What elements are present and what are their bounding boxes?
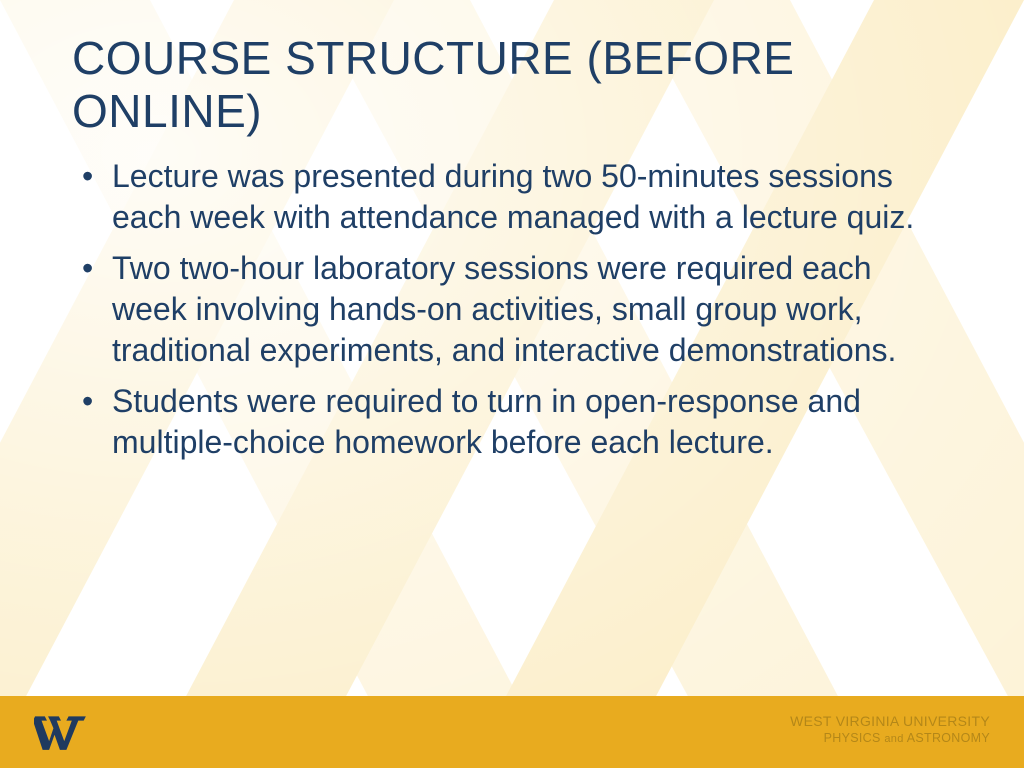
flying-wv-logo-icon bbox=[34, 713, 88, 751]
bullet-item: Students were required to turn in open-r… bbox=[72, 381, 952, 463]
bullet-item: Two two-hour laboratory sessions were re… bbox=[72, 248, 952, 371]
footer-bar: WEST VIRGINIA UNIVERSITY PHYSICS and AST… bbox=[0, 696, 1024, 768]
slide-title: COURSE STRUCTURE (BEFORE ONLINE) bbox=[72, 32, 952, 138]
footer-institution: WEST VIRGINIA UNIVERSITY bbox=[790, 713, 990, 731]
footer-text: WEST VIRGINIA UNIVERSITY PHYSICS and AST… bbox=[790, 713, 990, 750]
footer-dept-b: ASTRONOMY bbox=[907, 731, 990, 745]
bullet-item: Lecture was presented during two 50-minu… bbox=[72, 156, 952, 238]
footer-dept-a: PHYSICS bbox=[824, 731, 881, 745]
footer-dept-join: and bbox=[884, 733, 903, 745]
footer-department: PHYSICS and ASTRONOMY bbox=[790, 731, 990, 747]
slide: COURSE STRUCTURE (BEFORE ONLINE) Lecture… bbox=[0, 0, 1024, 768]
bullet-list: Lecture was presented during two 50-minu… bbox=[72, 156, 952, 463]
content-area: COURSE STRUCTURE (BEFORE ONLINE) Lecture… bbox=[0, 0, 1024, 462]
